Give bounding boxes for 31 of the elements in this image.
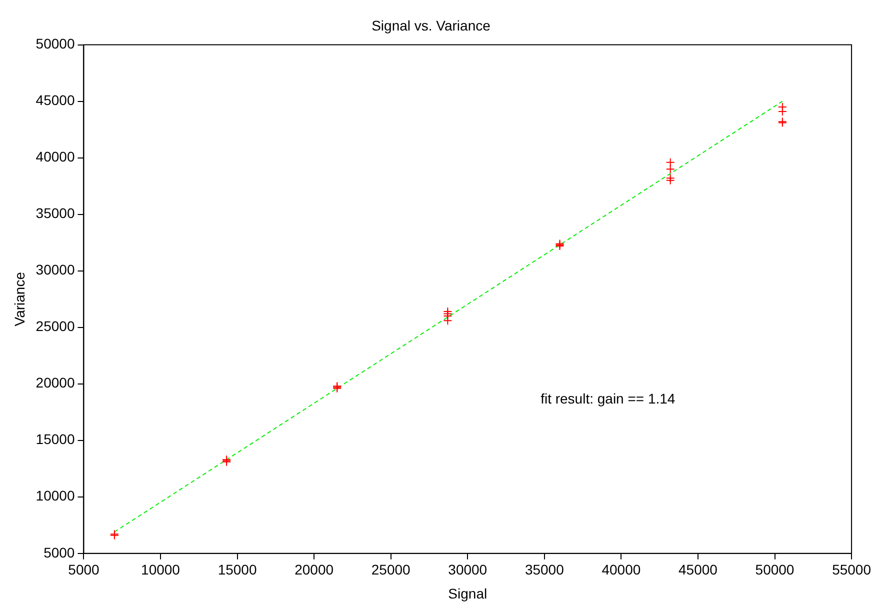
x-tick-label: 10000 — [141, 562, 180, 578]
x-tick-label: 45000 — [678, 562, 718, 578]
y-tick-label: 5000 — [44, 544, 75, 560]
y-tick-label: 10000 — [36, 488, 75, 504]
x-axis-title: Signal — [448, 585, 488, 602]
y-tick-label: 40000 — [36, 148, 75, 165]
chart-title: Signal vs. Variance — [372, 17, 491, 34]
x-tick-label: 30000 — [448, 562, 488, 578]
y-tick-label: 50000 — [36, 36, 75, 52]
x-tick-label: 40000 — [602, 562, 641, 578]
x-tick-label: 25000 — [371, 562, 411, 578]
point — [666, 174, 675, 183]
y-tick-label: 20000 — [36, 374, 75, 391]
annotation: fit result: gain == 1.14 — [540, 390, 676, 406]
x-tick-label: 35000 — [524, 562, 564, 578]
x-tick-label: 55000 — [832, 562, 872, 578]
y-tick-label: 45000 — [36, 92, 75, 108]
y-tick-label: 35000 — [36, 205, 75, 222]
y-axis-title: Variance — [11, 272, 28, 326]
x-tick-label: 15000 — [218, 562, 257, 578]
y-tick-label: 30000 — [36, 262, 75, 278]
y-tick-label: 25000 — [36, 318, 75, 334]
point — [666, 164, 675, 174]
point — [443, 309, 452, 318]
x-tick-label: 50000 — [755, 562, 794, 578]
y-tick-label: 15000 — [36, 431, 75, 448]
point — [666, 158, 675, 167]
x-tick-label: 20000 — [294, 562, 334, 578]
point — [666, 176, 675, 185]
point — [778, 102, 787, 112]
x-tick-label: 5000 — [68, 562, 100, 578]
